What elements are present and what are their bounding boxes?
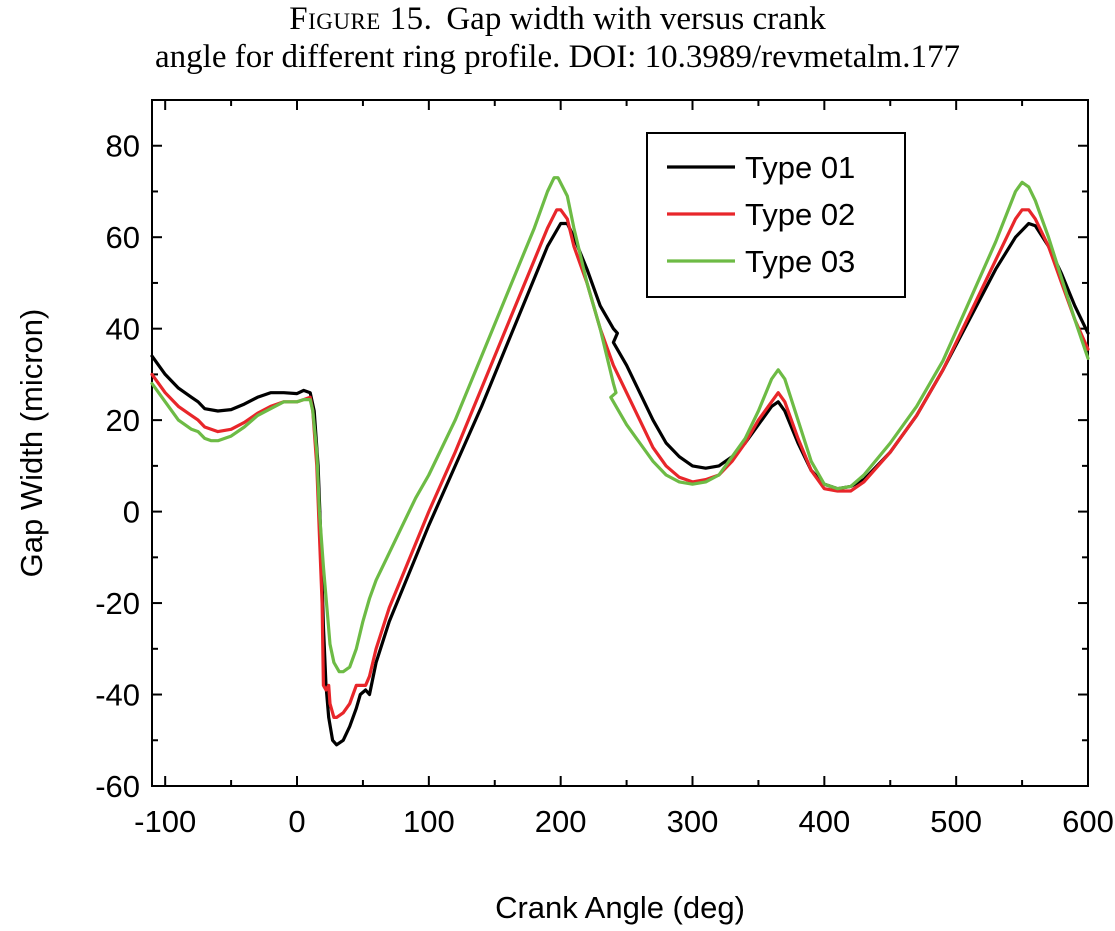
y-tick-label: 40 — [106, 312, 140, 347]
plot-border — [151, 99, 1089, 787]
y-axis-title: Gap Width (micron) — [14, 309, 49, 578]
x-tick-label: 600 — [1062, 804, 1114, 839]
y-tick-label: 20 — [106, 403, 140, 438]
plot-frame — [151, 99, 1089, 787]
y-tick-label: -60 — [95, 769, 140, 804]
x-tick-label: 400 — [798, 804, 850, 839]
x-tick-label: 100 — [403, 804, 455, 839]
x-tick-label: 500 — [930, 804, 982, 839]
y-tick-label: 80 — [106, 129, 140, 164]
y-tick-label: 60 — [106, 220, 140, 255]
series-line-type-03 — [150, 176, 1090, 674]
x-tick-label: -100 — [134, 804, 196, 839]
series-layer — [150, 176, 1090, 747]
x-axis-ticks: -100 0 100 200 300 400 500 600 — [134, 100, 1114, 839]
caption-figure-label: Figure 15. — [289, 1, 433, 37]
y-axis-ticks: -60 -40 -20 0 20 40 60 80 — [95, 99, 1088, 804]
x-tick-label: 0 — [288, 804, 305, 839]
series-line-type-01 — [150, 221, 1090, 747]
legend: Type 01 Type 02 Type 03 — [646, 132, 906, 298]
figure-caption: Figure 15. Gap width with versus crank an… — [0, 0, 1115, 76]
legend-label-type-01: Type 01 — [745, 150, 855, 185]
y-tick-label: -40 — [95, 678, 140, 713]
y-tick-label: 0 — [123, 495, 140, 530]
x-axis-title: Crank Angle (deg) — [495, 890, 745, 925]
legend-label-type-03: Type 03 — [745, 244, 855, 279]
caption-line-1: Figure 15. Gap width with versus crank — [0, 0, 1115, 38]
caption-line-2: angle for different ring profile. DOI: 1… — [155, 39, 960, 75]
legend-label-type-02: Type 02 — [745, 197, 855, 232]
y-tick-label: -20 — [95, 586, 140, 621]
caption-text-1: Gap width with versus crank — [446, 1, 826, 37]
series-line-type-02 — [150, 208, 1090, 720]
x-tick-label: 200 — [535, 804, 587, 839]
x-tick-label: 300 — [667, 804, 719, 839]
